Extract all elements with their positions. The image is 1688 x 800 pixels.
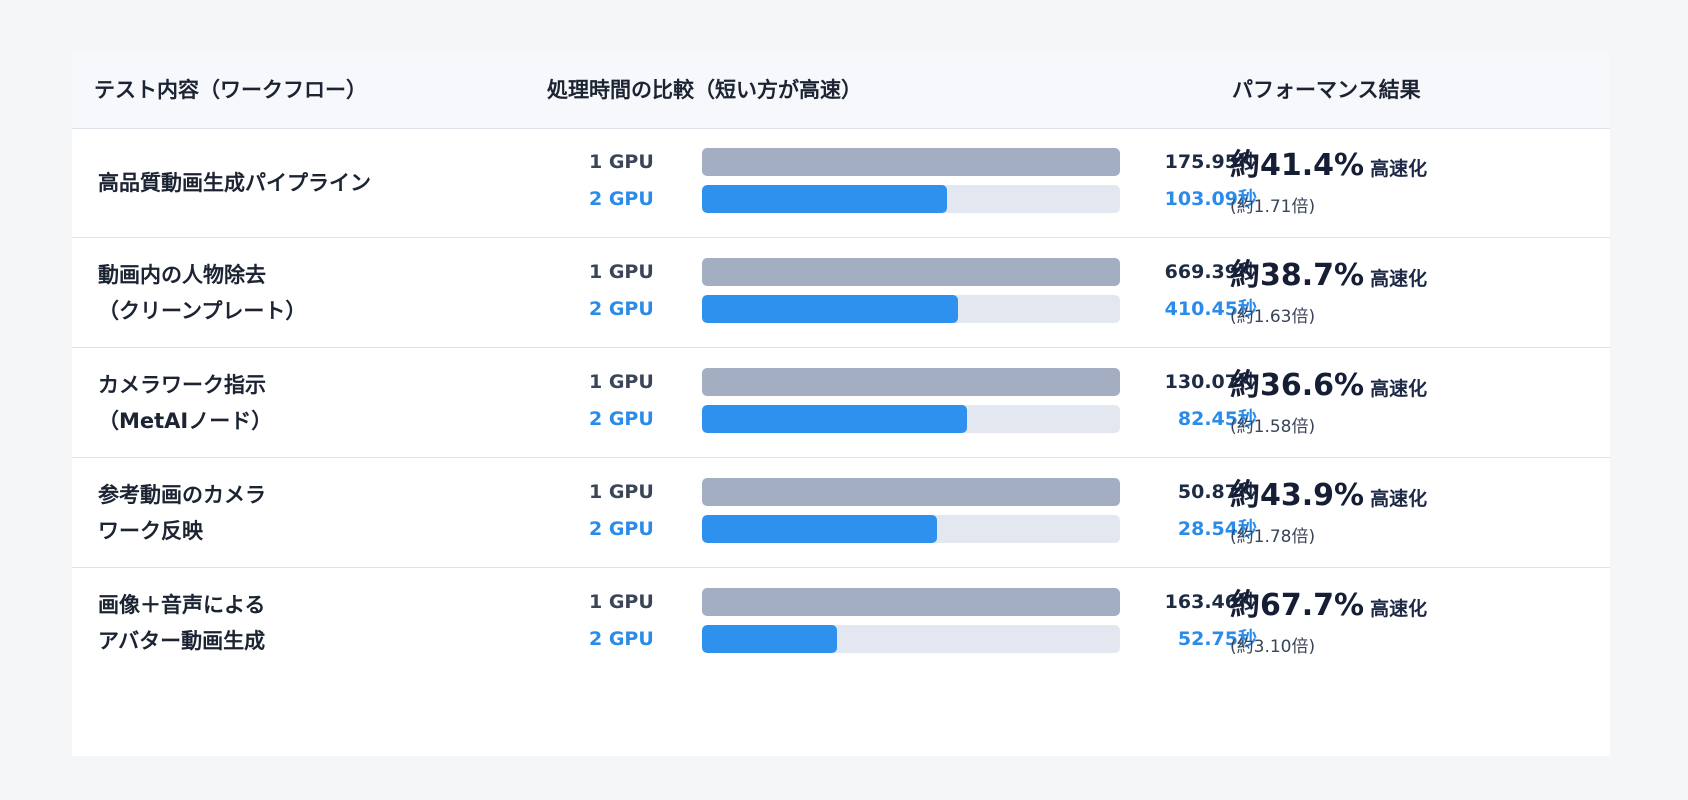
speedup-line: 約43.9% 高速化 (1230, 476, 1427, 516)
table-header: テスト内容（ワークフロー） 処理時間の比較（短い方が高速） パフォーマンス結果 (72, 52, 1610, 129)
speedup-suffix: 高速化 (1370, 268, 1428, 290)
header-time: 処理時間の比較（短い方が高速） (547, 78, 862, 102)
gpu-label-1: 1 GPU (589, 371, 654, 393)
bar-1gpu (702, 148, 1120, 176)
time-2gpu: 82.45秒 (1177, 408, 1257, 430)
speedup-percent: 約38.7% (1230, 258, 1365, 293)
gpu-label-1: 1 GPU (589, 151, 654, 173)
header-test: テスト内容（ワークフロー） (94, 78, 367, 102)
bar-1gpu (702, 478, 1120, 506)
bar-1gpu (702, 258, 1120, 286)
time-1gpu: 130.07秒 (1164, 371, 1257, 393)
bar-2gpu (702, 515, 937, 543)
bar-track (702, 295, 1120, 323)
speedup-ratio: (約1.71倍) (1230, 197, 1316, 217)
test-label: 高品質動画生成パイプライン (98, 170, 371, 195)
speedup-suffix: 高速化 (1370, 158, 1428, 180)
gpu-label-1: 1 GPU (589, 261, 654, 283)
speedup-percent: 約36.6% (1230, 368, 1365, 403)
time-1gpu: 175.95秒 (1164, 151, 1257, 173)
speedup-percent: 約67.7% (1230, 588, 1365, 623)
bar-track (702, 258, 1120, 286)
gpu-label-2: 2 GPU (589, 298, 654, 320)
bar-track (702, 478, 1120, 506)
bar-1gpu (702, 588, 1120, 616)
speedup-line: 約38.7% 高速化 (1230, 256, 1427, 296)
bar-2gpu (702, 185, 947, 213)
speedup-line: 約67.7% 高速化 (1230, 586, 1427, 626)
speedup-ratio: (約1.58倍) (1230, 417, 1316, 437)
bar-track (702, 368, 1120, 396)
speedup-suffix: 高速化 (1370, 378, 1428, 400)
header-perf: パフォーマンス結果 (1232, 78, 1421, 102)
table-row: 参考動画のカメラ ワーク反映 1 GPU 2 GPU 50.87秒 28.54秒 約43.… (72, 458, 1610, 568)
gpu-label-1: 1 GPU (589, 591, 654, 613)
bar-1gpu (702, 368, 1120, 396)
test-label: カメラワーク指示 （MetAIノード） (98, 372, 273, 433)
time-1gpu: 50.87秒 (1177, 481, 1257, 503)
table-row: カメラワーク指示 （MetAIノード） 1 GPU 2 GPU 130.07秒 82.4… (72, 348, 1610, 458)
speedup-ratio: (約1.78倍) (1230, 527, 1316, 547)
gpu-label-2: 2 GPU (589, 408, 654, 430)
gpu-label-2: 2 GPU (589, 518, 654, 540)
time-1gpu: 669.39秒 (1164, 261, 1257, 283)
table-row: 高品質動画生成パイプライン 1 GPU 2 GPU 175.95秒 103.09秒 約41… (72, 128, 1610, 238)
bar-track (702, 405, 1120, 433)
bar-2gpu (702, 625, 837, 653)
bar-track (702, 515, 1120, 543)
bar-2gpu (702, 405, 967, 433)
speedup-suffix: 高速化 (1370, 488, 1428, 510)
test-label: 画像＋音声による アバター動画生成 (98, 592, 266, 653)
bar-track (702, 625, 1120, 653)
bar-track (702, 185, 1120, 213)
test-label: 動画内の人物除去 （クリーンプレート） (98, 262, 307, 323)
gpu-label-2: 2 GPU (589, 188, 654, 210)
gpu-label-1: 1 GPU (589, 481, 654, 503)
speedup-suffix: 高速化 (1370, 598, 1428, 620)
speedup-line: 約41.4% 高速化 (1230, 146, 1427, 186)
table-row: 動画内の人物除去 （クリーンプレート） 1 GPU 2 GPU 669.39秒 410.… (72, 238, 1610, 348)
time-1gpu: 163.46秒 (1164, 591, 1257, 613)
time-2gpu: 103.09秒 (1164, 188, 1257, 210)
bar-track (702, 588, 1120, 616)
bar-track (702, 148, 1120, 176)
speedup-ratio: (約1.63倍) (1230, 307, 1316, 327)
bar-2gpu (702, 295, 959, 323)
time-2gpu: 28.54秒 (1177, 518, 1257, 540)
table-row: 画像＋音声による アバター動画生成 1 GPU 2 GPU 163.46秒 52.75秒… (72, 568, 1610, 677)
speedup-percent: 約41.4% (1230, 148, 1365, 183)
test-label: 参考動画のカメラ ワーク反映 (98, 482, 266, 543)
time-2gpu: 410.45秒 (1164, 298, 1257, 320)
speedup-ratio: (約3.10倍) (1230, 637, 1316, 657)
speedup-line: 約36.6% 高速化 (1230, 366, 1427, 406)
time-2gpu: 52.75秒 (1177, 628, 1257, 650)
speedup-percent: 約43.9% (1230, 478, 1365, 513)
gpu-label-2: 2 GPU (589, 628, 654, 650)
